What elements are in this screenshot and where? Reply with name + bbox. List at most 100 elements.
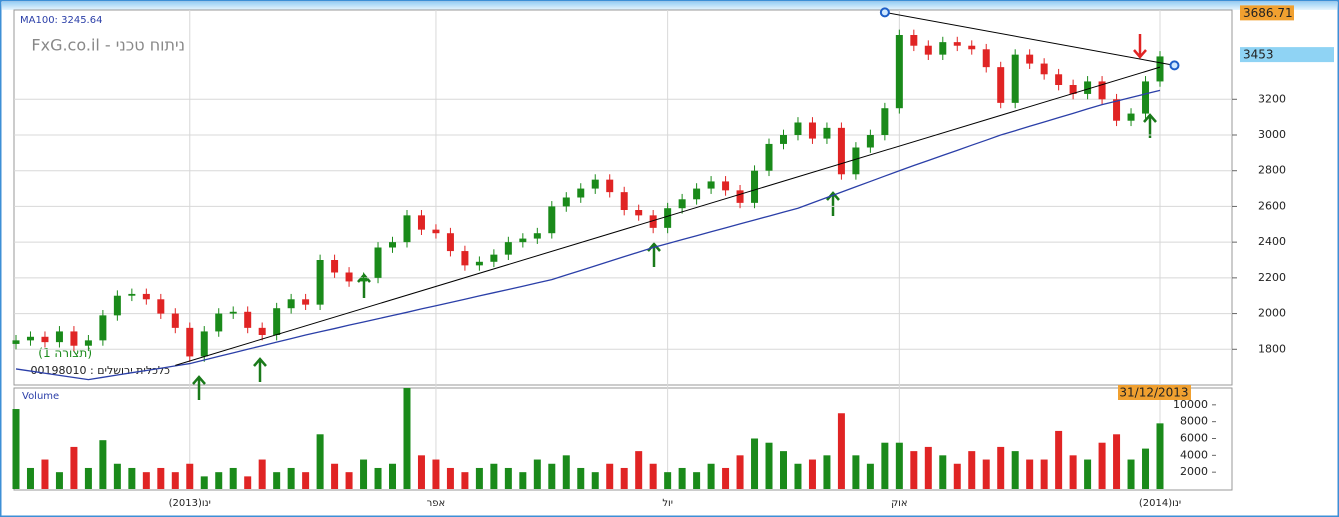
candle-body — [1098, 81, 1106, 100]
candle-body — [1040, 63, 1048, 75]
date-label-box — [1118, 385, 1191, 400]
volume-bar — [1084, 459, 1092, 489]
volume-label: Volume — [22, 391, 59, 402]
volume-bar — [620, 467, 628, 489]
vol-tick-label: 2000 — [1180, 465, 1208, 478]
arrows — [192, 34, 1157, 400]
y-tick-label: 2400 — [1258, 235, 1286, 248]
vol-tick-label: 4000 — [1180, 448, 1208, 461]
volume-bar — [229, 467, 237, 489]
volume-bar — [200, 476, 208, 489]
candle-body — [1113, 99, 1121, 121]
volume-bar — [982, 459, 990, 489]
x-tick-label: אוק — [891, 498, 908, 509]
volume-bar — [779, 451, 787, 489]
candle-body — [939, 42, 947, 55]
candle-body — [635, 210, 643, 216]
candle-body — [866, 135, 874, 148]
indicator-label: MA100: 3245.64 — [20, 15, 102, 26]
candle-body — [374, 247, 382, 278]
volume-bar — [99, 440, 107, 489]
x-tick-label: ינו(2013) — [169, 498, 211, 509]
watermark: FxG.co.il - ניתוח טכני — [31, 36, 185, 55]
volume-bar — [1098, 442, 1106, 489]
volume-bar — [345, 472, 353, 489]
candle-body — [389, 242, 397, 248]
volume-bar — [331, 463, 339, 489]
volume-bar — [171, 472, 179, 489]
volume-bar — [302, 472, 310, 489]
volume-bar — [273, 472, 281, 489]
candle-body — [895, 35, 903, 109]
volume-bar — [519, 472, 527, 489]
volume-bar — [837, 413, 845, 489]
candle-body — [432, 229, 440, 234]
candle-body — [84, 340, 92, 346]
candle-body — [562, 197, 570, 207]
volume-bar — [881, 442, 889, 489]
candle-body — [1026, 54, 1034, 64]
volume-bar — [26, 467, 34, 489]
volume-bar — [533, 459, 541, 489]
volume-bar — [751, 438, 759, 489]
candle-body — [273, 308, 281, 335]
candle-body — [417, 215, 425, 230]
candle-body — [244, 311, 252, 328]
trendline — [175, 66, 1161, 366]
volume-bar — [70, 446, 78, 489]
candle-body — [345, 272, 353, 282]
y-tick-label: 3000 — [1258, 128, 1286, 141]
volume-bar — [446, 467, 454, 489]
candle-body — [1156, 56, 1164, 82]
candle-body — [823, 127, 831, 139]
y-tick-label: 3200 — [1258, 92, 1286, 105]
volume-bar — [258, 459, 266, 489]
volume-bar — [287, 467, 295, 489]
candle-body — [751, 170, 759, 203]
candle-body — [968, 45, 976, 50]
volume-bar — [794, 463, 802, 489]
candle-body — [504, 242, 512, 255]
volume-bar — [649, 463, 657, 489]
volume-bar — [142, 472, 150, 489]
volume-bar — [808, 459, 816, 489]
candle-body — [794, 122, 802, 135]
candle-body — [41, 336, 49, 343]
volume-bar — [591, 472, 599, 489]
candle-body — [722, 181, 730, 191]
candle-body — [26, 336, 34, 341]
vol-tick-label: 6000 — [1180, 432, 1208, 445]
volume-bar — [910, 451, 918, 489]
candle-body — [186, 327, 194, 357]
volume-bar — [55, 472, 63, 489]
candle-body — [12, 340, 20, 344]
candle-body — [302, 299, 310, 305]
volume-bar — [504, 467, 512, 489]
candle-body — [331, 260, 339, 273]
volume-bar — [316, 434, 324, 489]
candle-body — [533, 233, 541, 239]
candle-body — [620, 192, 628, 210]
candle-body — [475, 261, 483, 266]
volume-bar — [852, 455, 860, 489]
volume-bar — [403, 388, 411, 489]
candle-body — [707, 181, 715, 189]
volume-bar — [1156, 423, 1164, 489]
volume-bar — [968, 451, 976, 489]
volume-bar — [417, 455, 425, 489]
volume-bar — [1011, 451, 1019, 489]
candle-body — [910, 35, 918, 46]
candle-body — [519, 238, 527, 243]
instrument-label: כלכלית ירושלים : 00198010 — [31, 364, 171, 377]
candle-body — [852, 147, 860, 175]
candle-body — [997, 67, 1005, 103]
trendline — [884, 11, 1175, 66]
volume-bar — [548, 463, 556, 489]
price-label: 3453 — [1243, 48, 1274, 62]
volume-bar — [12, 409, 20, 489]
candle-body — [403, 215, 411, 243]
candle-body — [765, 143, 773, 171]
candles — [12, 29, 1164, 489]
